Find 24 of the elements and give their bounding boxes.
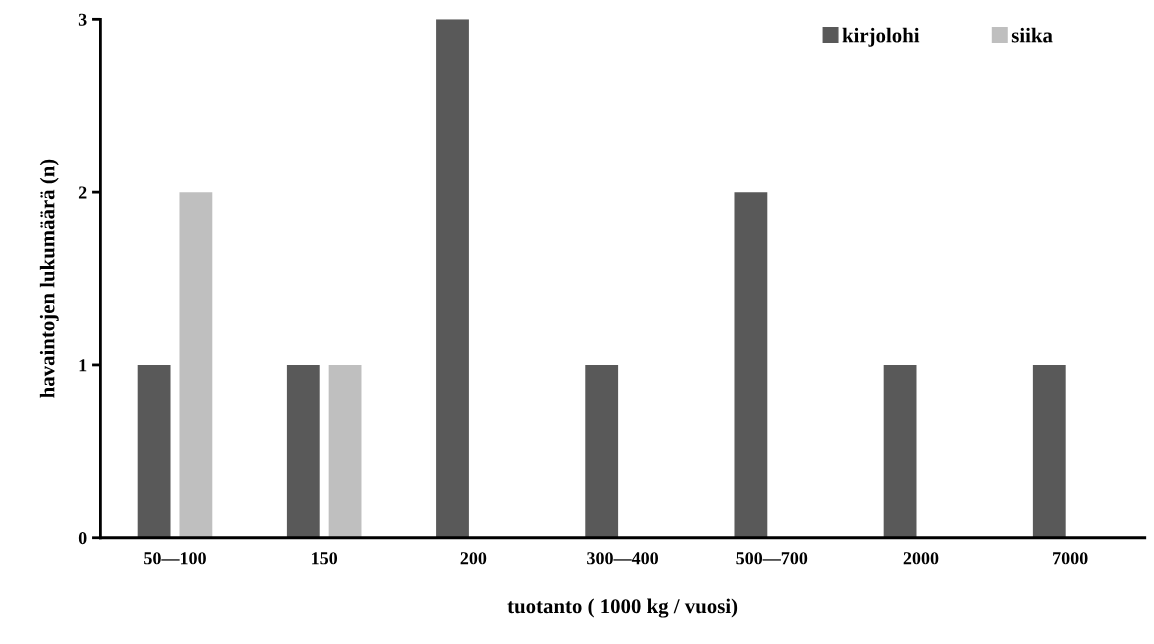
- x-tick-label: 300—400: [587, 552, 659, 565]
- x-tick-label: 50—100: [144, 552, 206, 565]
- y-tick-label: 1: [79, 359, 87, 372]
- bar: [286, 364, 320, 538]
- x-tick-label: 2000: [903, 552, 939, 565]
- bar: [734, 192, 768, 538]
- bar: [436, 19, 469, 538]
- y-axis-title: havaintojen lukumäärä (n): [39, 159, 59, 398]
- legend-label: siika: [1011, 27, 1053, 43]
- bar: [328, 364, 362, 538]
- y-tick-label: 3: [78, 13, 87, 26]
- x-tick-label: 150: [312, 552, 338, 565]
- legend-label: kirjolohi: [842, 27, 920, 47]
- y-tick-label: 2: [78, 186, 87, 199]
- bar: [883, 364, 917, 538]
- x-tick-label: 200: [460, 552, 487, 565]
- bar: [179, 192, 213, 538]
- y-tick-label: 0: [78, 532, 87, 545]
- x-tick-label: 500—700: [736, 552, 808, 565]
- x-tick-label: 7000: [1053, 552, 1088, 565]
- bar: [585, 364, 619, 538]
- bar: [137, 364, 171, 538]
- x-axis-title: tuotanto ( 1000 kg / vuosi): [507, 598, 738, 618]
- bar: [1032, 364, 1066, 538]
